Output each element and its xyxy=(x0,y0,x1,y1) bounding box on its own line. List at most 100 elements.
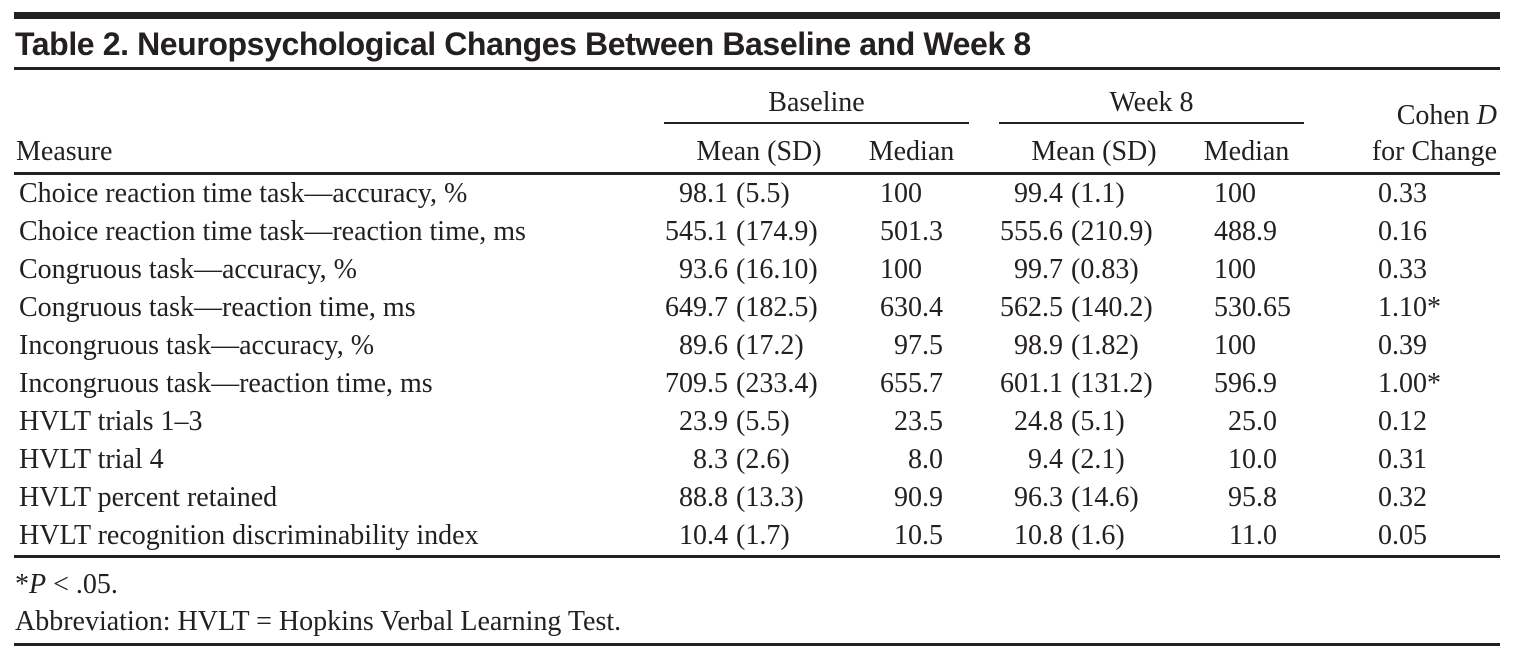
sub-header-row: Measure Mean (SD) Median Mean (SD) Media… xyxy=(14,123,1500,175)
baseline-median-cell: 655.7 xyxy=(880,367,943,399)
baseline-median-cell: 100 xyxy=(880,177,922,209)
neuropsychological-changes-table: Baseline Week 8 Cohen D for Change Measu… xyxy=(14,70,1501,558)
measure-cell: Choice reaction time task—reaction time,… xyxy=(19,215,526,247)
baseline-median-cell: 501.3 xyxy=(880,215,943,247)
week8-median-cell: 530.65 xyxy=(1214,291,1292,323)
week8-mean-sd-cell: 9.4 (2.1) xyxy=(1028,443,1125,475)
baseline-median-cell: 630.4 xyxy=(880,291,943,323)
column-gap xyxy=(969,70,999,123)
cohen-d-cell: 0.33 xyxy=(1378,177,1428,209)
measure-cell: Incongruous task—accuracy, % xyxy=(19,329,375,361)
column-gap xyxy=(969,251,999,289)
table-row: HVLT percent retained 88.8 (13.3) 90.9 96.3(… xyxy=(14,479,1500,517)
baseline-mean-sd-cell: 93.6 (16.10) xyxy=(679,253,818,285)
week8-mean-sd-cell: 98.9 (1.82) xyxy=(1014,329,1139,361)
week8-mean-sd-cell: 99.7 (0.83) xyxy=(1014,253,1139,285)
cohen-d-cell: 0.12 xyxy=(1378,405,1428,437)
top-thick-rule xyxy=(14,12,1500,19)
baseline-median-header: Median xyxy=(854,123,970,175)
baseline-median-cell: 97.5 xyxy=(894,329,943,361)
significance-p-italic: P xyxy=(29,568,47,600)
cohen-label-d-italic: D xyxy=(1476,99,1498,131)
measure-column-header: Measure xyxy=(14,123,664,175)
baseline-median-cell: 90.9 xyxy=(894,481,943,513)
week8-mean-sd-cell: 555.6 (210.9) xyxy=(1000,215,1153,247)
column-gap xyxy=(969,289,999,327)
baseline-mean-sd-cell: 8.3 (2.6) xyxy=(693,443,790,475)
cohen-d-cell: 0.33 xyxy=(1378,253,1428,285)
column-gap xyxy=(969,441,999,479)
column-gap xyxy=(969,365,999,403)
column-gap xyxy=(969,327,999,365)
baseline-mean-sd-cell: 649.7 (182.5) xyxy=(665,291,818,323)
table-row: Congruous task—reaction time, ms 649.7 (18… xyxy=(14,289,1500,327)
baseline-median-cell: 100 xyxy=(880,253,922,285)
group-header-row: Baseline Week 8 Cohen D for Change xyxy=(14,70,1501,175)
week8-mean-sd-cell: 562.5 (140.2) xyxy=(1000,291,1153,323)
significance-footnote: *P < .05. xyxy=(15,566,1500,603)
week8-group-header: Week 8 xyxy=(999,70,1305,124)
table-row: Congruous task—accuracy, % 93.6 (16.10) 100… xyxy=(14,251,1500,289)
baseline-median-cell: 23.5 xyxy=(894,405,943,437)
cohen-d-cell: 1.00 * xyxy=(1378,367,1442,399)
column-gap xyxy=(969,479,999,517)
baseline-group-label: Baseline xyxy=(768,87,865,118)
week8-mean-sd-cell: 99.4 (1.1) xyxy=(1014,177,1125,209)
table-row: HVLT recognition discriminability index 1… xyxy=(14,517,1500,557)
cohen-label-text: Cohen xyxy=(1396,99,1477,131)
baseline-median-cell: 8.0 xyxy=(908,443,943,475)
cohen-d-cell: 0.32 xyxy=(1378,481,1428,513)
title-rule xyxy=(14,67,1500,70)
baseline-mean-sd-cell: 88.8 (13.3) xyxy=(679,481,804,513)
column-gap xyxy=(969,173,999,213)
table-row: HVLT trial 4 8.3 (2.6) 8.0 9.4 (2.1) 10.0 0.31 xyxy=(14,441,1500,479)
measure-cell: Incongruous task—reaction time, ms xyxy=(19,367,433,399)
week8-median-cell: 100 xyxy=(1214,177,1257,209)
abbreviation-footnote: Abbreviation: HVLT = Hopkins Verbal Lear… xyxy=(15,605,622,637)
baseline-mean-sd-cell: 89.6 (17.2) xyxy=(679,329,804,361)
baseline-mean-sd-cell: 545.1 (174.9) xyxy=(665,215,818,247)
measure-cell: HVLT percent retained xyxy=(19,481,278,513)
cohen-d-cell: 0.39 xyxy=(1378,329,1428,361)
table-row: Choice reaction time task—reaction time,… xyxy=(14,213,1500,251)
week8-median-cell: 100 xyxy=(1214,329,1257,361)
table-body: Choice reaction time task—accuracy, % 98.… xyxy=(14,173,1500,556)
week8-median-cell: 95.8 xyxy=(1228,481,1278,513)
table-row: HVLT trials 1–3 23.9 (5.5) 23.5 24.8 (5.1) 25.… xyxy=(14,403,1500,441)
baseline-group-header: Baseline xyxy=(664,70,970,124)
measure-cell: HVLT trial 4 xyxy=(19,443,164,475)
measure-cell: Choice reaction time task—accuracy, % xyxy=(19,177,468,209)
table-row: Incongruous task—reaction time, ms 709.5(… xyxy=(14,365,1500,403)
measure-cell: HVLT trials 1–3 xyxy=(19,405,203,437)
baseline-mean-sd-header: Mean (SD) xyxy=(664,123,854,175)
baseline-mean-sd-cell: 709.5 (233.4) xyxy=(665,367,818,399)
baseline-median-cell: 10.5 xyxy=(894,519,943,551)
week8-mean-sd-cell: 601.1 (131.2) xyxy=(1000,367,1153,399)
significance-threshold: < .05. xyxy=(46,568,118,600)
baseline-mean-sd-cell: 98.1 (5.5) xyxy=(679,177,790,209)
column-gap xyxy=(969,403,999,441)
table-footnotes: *P < .05. Abbreviation: HVLT = Hopkins V… xyxy=(14,558,1500,640)
week8-median-header: Median xyxy=(1189,123,1305,175)
cohen-d-cell: 0.31 xyxy=(1378,443,1428,475)
cohen-d-column-header: Cohen D for Change xyxy=(1304,70,1501,175)
week8-median-cell: 596.9 xyxy=(1214,367,1278,399)
column-gap xyxy=(969,517,999,557)
week8-mean-sd-cell: 10.8 (1.6) xyxy=(1014,519,1125,551)
week8-median-cell: 10.0 xyxy=(1228,443,1278,475)
week8-mean-sd-cell: 24.8 (5.1) xyxy=(1014,405,1125,437)
table-header: Baseline Week 8 Cohen D for Change Measu… xyxy=(14,70,1501,175)
week8-group-label: Week 8 xyxy=(1109,87,1194,118)
cohen-d-cell: 1.10 * xyxy=(1378,291,1442,323)
bottom-rule xyxy=(14,642,1500,646)
measure-column-spacer xyxy=(14,70,664,123)
significance-asterisk: * xyxy=(15,568,29,600)
week8-median-cell: 25.0 xyxy=(1228,405,1278,437)
week8-median-cell: 488.9 xyxy=(1214,215,1278,247)
week8-mean-sd-cell: 96.3 (14.6) xyxy=(1014,481,1139,513)
baseline-mean-sd-cell: 10.4 (1.7) xyxy=(679,519,790,551)
measure-cell: HVLT recognition discriminability index xyxy=(19,519,479,551)
measure-cell: Congruous task—accuracy, % xyxy=(19,253,357,285)
week8-median-cell: 100 xyxy=(1214,253,1257,285)
week8-mean-sd-header: Mean (SD) xyxy=(999,123,1190,175)
